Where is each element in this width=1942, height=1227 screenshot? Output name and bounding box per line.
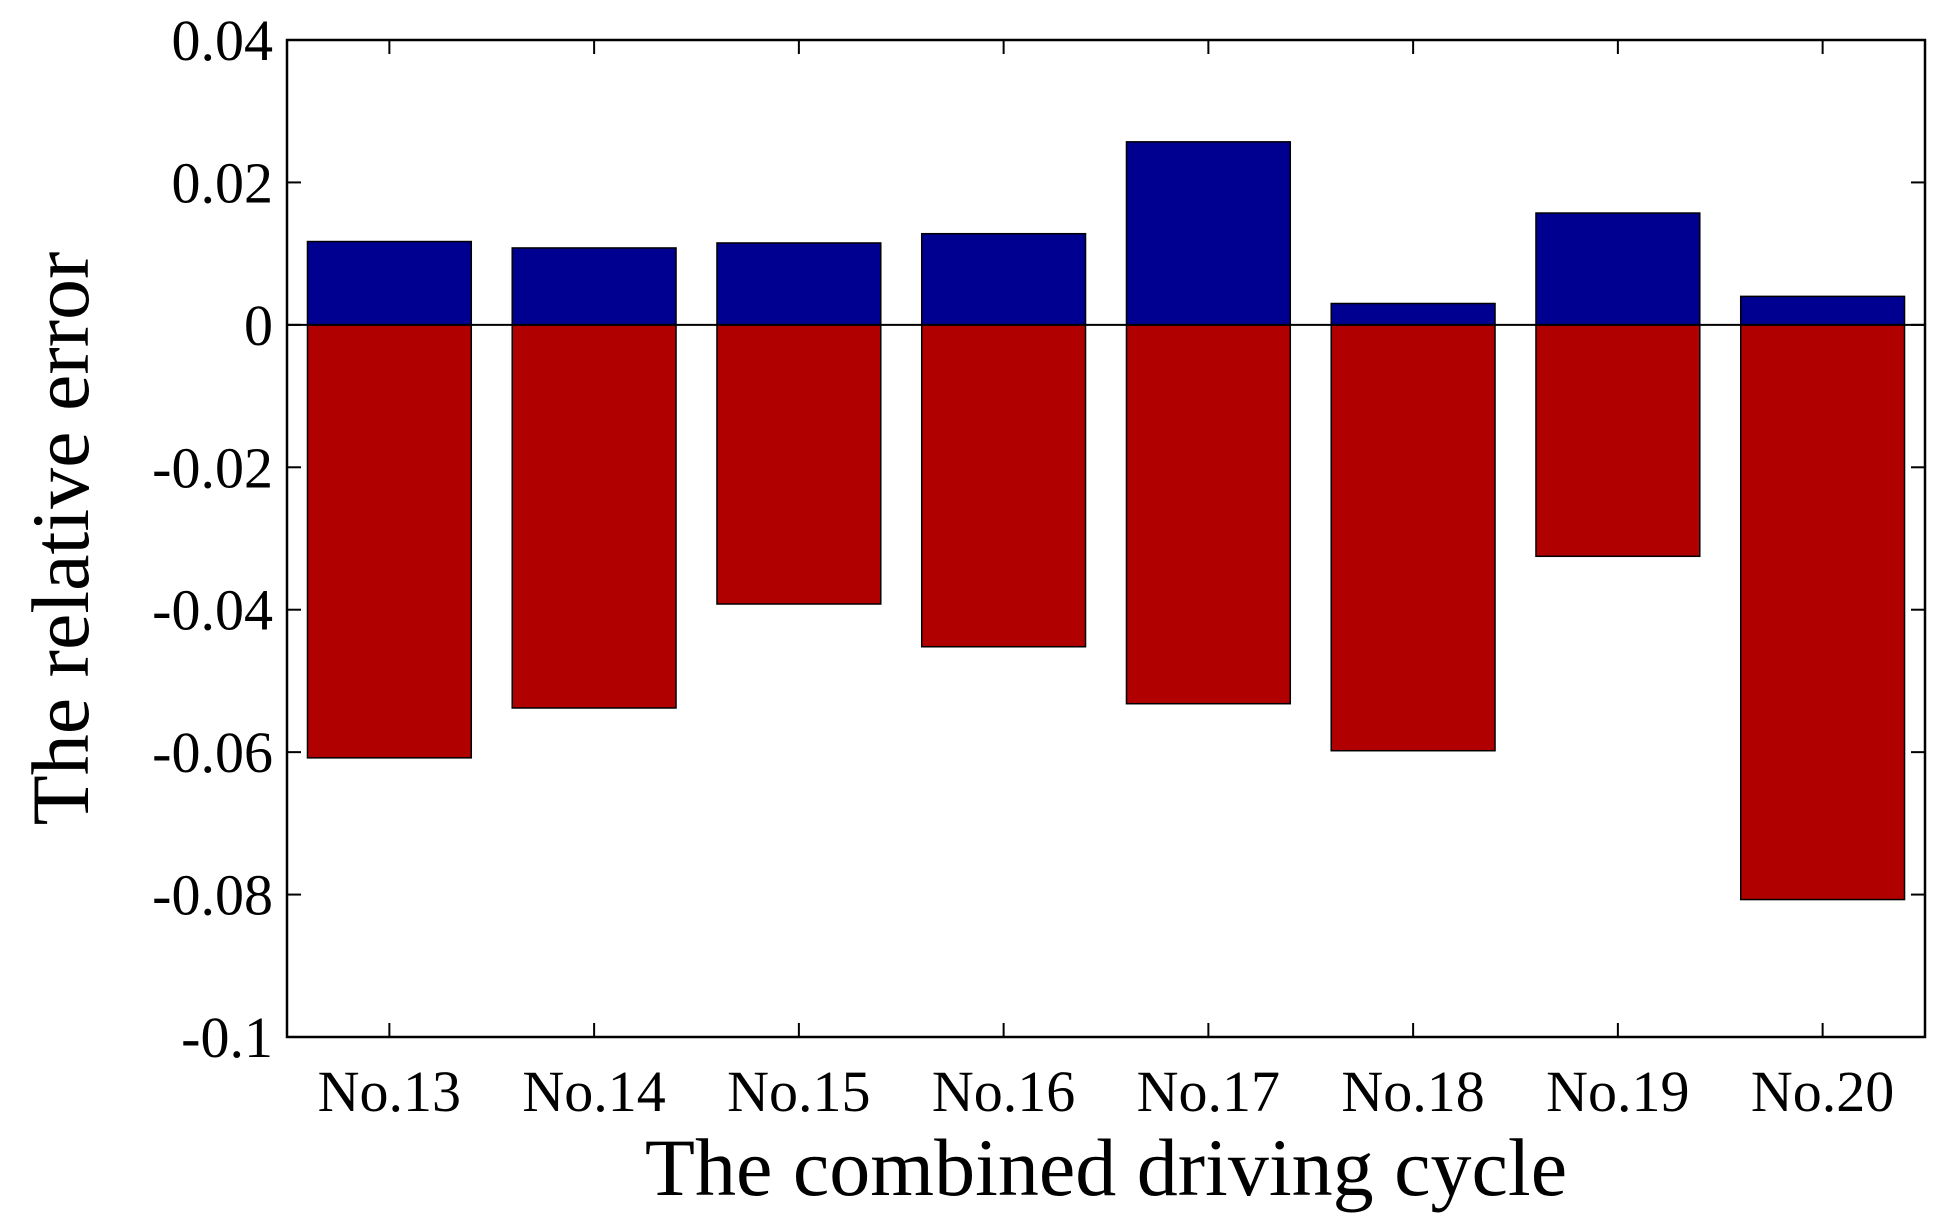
- y-tick-label: 0: [244, 293, 273, 358]
- x-tick-label: No.15: [727, 1059, 870, 1124]
- bar-positive-no20: [1739, 295, 1906, 326]
- x-tick-label: No.18: [1341, 1059, 1484, 1124]
- x-tick-label: No.14: [522, 1059, 665, 1124]
- bar-negative-no20: [1739, 324, 1906, 901]
- bar-positive-no13: [306, 240, 473, 326]
- bar-positive-no15: [716, 242, 882, 326]
- bar-negative-no18: [1330, 324, 1496, 752]
- y-tick-label: -0.04: [152, 578, 273, 643]
- bar-negative-no19: [1535, 324, 1701, 558]
- bar-negative-no15: [716, 324, 882, 605]
- bar-positive-no19: [1535, 212, 1701, 326]
- x-axis: No.13 No.14 No.15 No.16 No.17 No.18 No.19 No.20: [318, 40, 1894, 1124]
- bar-positive-no14: [511, 247, 677, 326]
- y-tick-label: 0.04: [172, 8, 274, 73]
- x-tick-label: No.19: [1546, 1059, 1689, 1124]
- bar-positive-no17: [1125, 141, 1292, 326]
- x-tick-label: No.17: [1137, 1059, 1280, 1124]
- y-tick-label: -0.1: [181, 1005, 273, 1070]
- y-axis-title: The relative error: [15, 252, 106, 826]
- x-tick-label: No.16: [932, 1059, 1075, 1124]
- bar-negative-no17: [1125, 324, 1292, 705]
- bar-negative-no14: [511, 324, 677, 709]
- bar-negative-no13: [306, 324, 473, 759]
- y-tick-label: 0.02: [172, 150, 274, 215]
- y-axis: 0.04 0.02 0 -0.02 -0.04 -0.06 -0.08 -0.1: [152, 8, 1925, 1070]
- y-tick-label: -0.08: [152, 863, 273, 928]
- bar-positive-no18: [1330, 302, 1496, 326]
- bar-positive-no16: [920, 232, 1087, 326]
- bar-negative-no16: [920, 324, 1087, 648]
- y-tick-label: -0.06: [152, 720, 273, 785]
- x-tick-label: No.13: [318, 1059, 461, 1124]
- y-tick-label: -0.02: [152, 435, 273, 500]
- bars-group: [306, 141, 1906, 901]
- x-axis-title: The combined driving cycle: [645, 1122, 1567, 1213]
- x-tick-label: No.20: [1751, 1059, 1894, 1124]
- plot-frame: [285, 38, 1927, 1039]
